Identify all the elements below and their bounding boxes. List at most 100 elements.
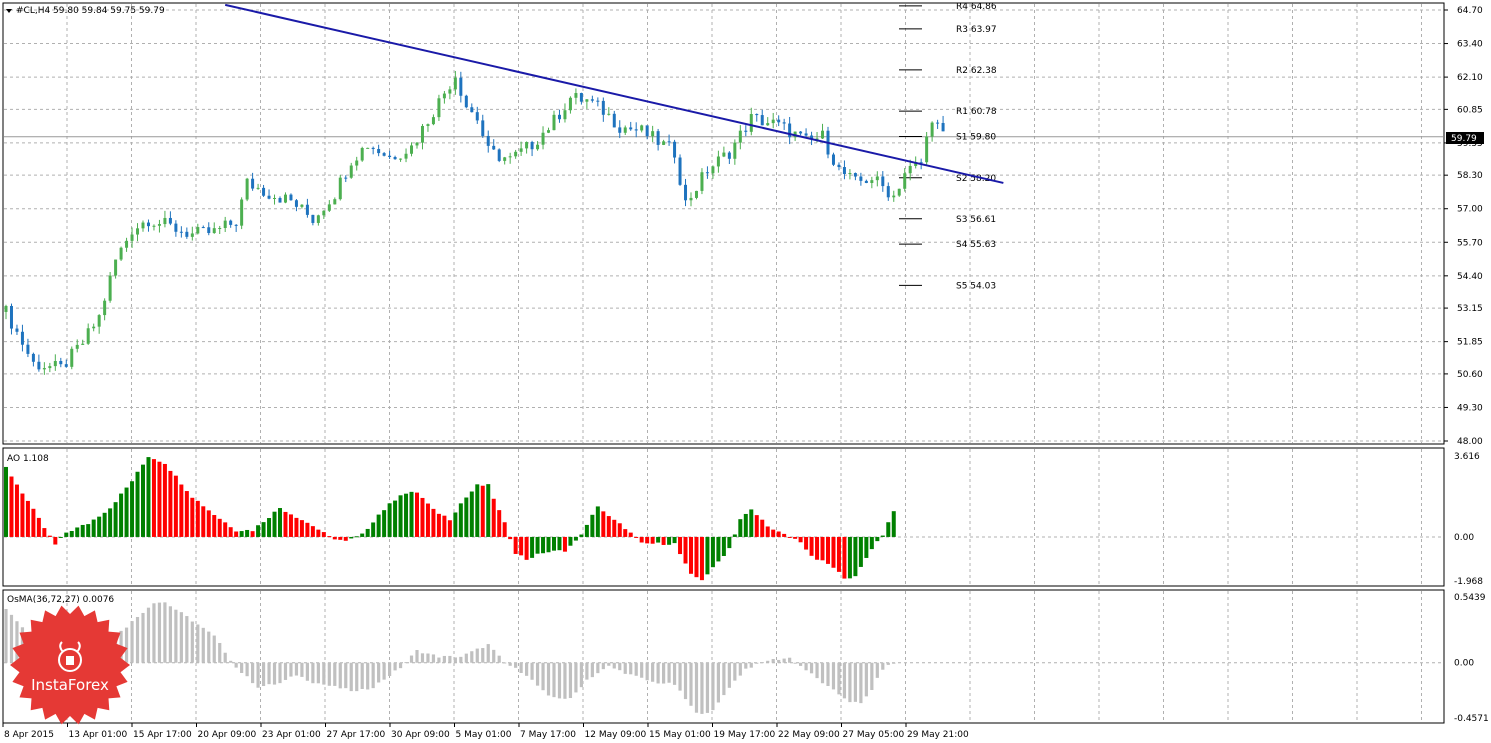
candle-body — [777, 119, 781, 123]
ao-bar — [793, 536, 798, 539]
ao-bar — [97, 516, 102, 537]
candle-body — [629, 127, 633, 130]
ao-bar — [299, 520, 304, 537]
ao-bar — [804, 536, 809, 550]
ao-bar — [699, 536, 704, 581]
candle-body — [262, 187, 266, 196]
candle-body — [442, 93, 446, 99]
candle-body — [267, 195, 271, 199]
time-tick-label: 19 May 17:00 — [714, 730, 776, 740]
candle-body — [936, 122, 940, 124]
pivot-label: S5 54.03 — [956, 281, 996, 291]
osma-bar — [612, 662, 616, 669]
ao-bar — [820, 536, 825, 561]
ao-bar — [146, 457, 151, 537]
pivot-label: S1 59.80 — [956, 132, 996, 142]
osma-bar — [196, 624, 200, 663]
candle-body — [563, 110, 567, 120]
candle-body — [727, 152, 731, 159]
osma-bar — [261, 662, 266, 687]
osma-bar — [640, 662, 644, 678]
ao-bar — [157, 461, 162, 537]
ao-bar — [683, 536, 688, 564]
ao-bar — [595, 506, 600, 537]
candle-body — [86, 328, 90, 344]
candle-body — [656, 131, 660, 145]
osma-bar — [492, 649, 496, 663]
ao-bar — [776, 531, 781, 537]
current-price-badge: 59.79 — [1446, 132, 1484, 144]
candle-body — [338, 177, 342, 200]
time-tick-label: 7 May 17:00 — [520, 730, 576, 740]
osma-bar — [672, 662, 677, 685]
candle-body — [322, 210, 326, 216]
ao-bar — [864, 536, 869, 558]
candle-body — [355, 160, 359, 166]
osma-bar — [579, 662, 583, 688]
osma-bar — [875, 662, 879, 678]
osma-bar — [782, 658, 786, 663]
osma-bar — [283, 662, 288, 680]
ao-bar — [656, 536, 661, 543]
ao-bar — [831, 536, 836, 568]
ao-bar — [798, 536, 803, 543]
candle-body — [410, 145, 414, 154]
candle-body — [294, 200, 298, 207]
osma-bar — [256, 662, 260, 688]
candle-body — [42, 368, 46, 370]
osma-bar — [881, 662, 885, 670]
ao-bar — [75, 527, 80, 537]
osma-bar — [179, 612, 183, 663]
ao-bar — [847, 536, 852, 579]
ao-bar — [524, 536, 529, 560]
candle-body — [771, 119, 775, 124]
ao-bar — [36, 517, 41, 537]
candle-body — [744, 130, 748, 132]
ao-label: AO 1.108 — [7, 454, 49, 464]
candle-body — [941, 122, 945, 132]
ao-bar — [294, 517, 299, 537]
candle-body — [97, 315, 101, 327]
candle-body — [590, 99, 594, 101]
ao-bar — [343, 536, 348, 541]
ao-bar — [486, 484, 491, 537]
osma-bar — [322, 662, 326, 685]
osma-bar — [662, 662, 666, 684]
osma-bar — [585, 662, 589, 680]
ao-bar — [667, 536, 672, 545]
ao-bar — [113, 502, 118, 537]
pivot-label: S2 58.20 — [956, 174, 996, 184]
price-panel-frame[interactable] — [2, 2, 1445, 445]
ao-bar — [108, 508, 113, 537]
pivot-label: R4 64.86 — [956, 2, 997, 12]
candle-body — [125, 240, 129, 248]
candle-body — [119, 247, 123, 260]
osma-bar — [289, 662, 293, 677]
ao-bar — [875, 536, 880, 542]
ao-panel-frame[interactable] — [2, 447, 1445, 587]
osma-bar — [596, 662, 600, 674]
candle-body — [179, 231, 183, 233]
osma-bar — [135, 616, 140, 663]
candle-body — [552, 114, 556, 131]
osma-bar — [234, 662, 238, 668]
osma-bar — [842, 662, 847, 699]
ao-bar — [634, 536, 639, 538]
ao-tick-label: 3.616 — [1454, 452, 1480, 462]
osma-bar — [497, 655, 501, 663]
dropdown-arrow-icon[interactable] — [6, 9, 12, 13]
osma-panel-frame[interactable] — [2, 589, 1445, 724]
pivot-label: R1 60.78 — [956, 107, 997, 117]
candle-body — [842, 167, 846, 175]
ao-bar — [568, 536, 573, 546]
candle-body — [333, 199, 337, 205]
ao-bar — [25, 500, 30, 537]
candle-body — [618, 127, 622, 133]
candle-body — [700, 172, 704, 191]
osma-bar — [590, 662, 594, 678]
osma-bar — [152, 603, 156, 663]
candle-body — [705, 172, 709, 174]
time-tick-label: 27 Apr 17:00 — [327, 730, 386, 740]
candle-body — [760, 115, 764, 126]
trendline-layer[interactable] — [224, 3, 1004, 184]
